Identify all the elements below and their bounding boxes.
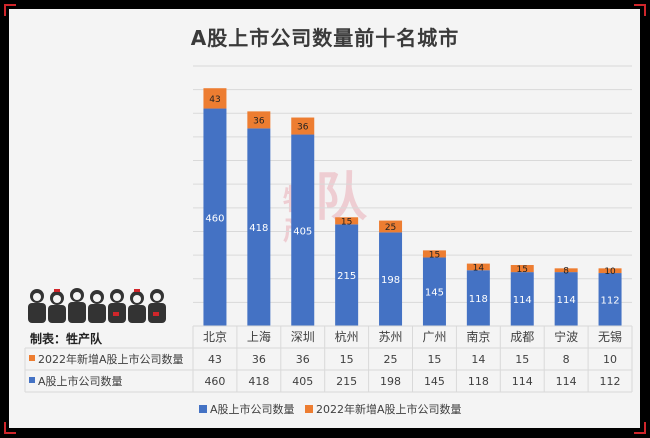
team-illustration — [25, 286, 175, 324]
data-label: 418 — [249, 223, 268, 234]
table-cell: 36 — [252, 353, 266, 366]
corner-mark — [634, 4, 646, 16]
category-label: 北京 — [203, 330, 227, 344]
corner-mark — [4, 422, 16, 434]
bar-segment-listed — [554, 272, 578, 326]
bar-segment-new — [510, 265, 534, 273]
bar-segment-listed — [598, 273, 622, 326]
data-label: 405 — [293, 226, 312, 237]
category-label: 宁波 — [554, 329, 578, 344]
data-label: 198 — [381, 275, 400, 286]
data-label: 10 — [604, 267, 616, 277]
legend-swatch — [199, 405, 207, 413]
data-label: 15 — [517, 265, 528, 275]
category-label: 上海 — [247, 329, 271, 344]
data-label: 145 — [425, 288, 444, 299]
table-cell: 418 — [248, 375, 269, 388]
bar-segment-new — [598, 268, 622, 274]
bar-segment-listed — [466, 270, 490, 326]
table-cell: 460 — [204, 375, 225, 388]
chart-title: A股上市公司数量前十名城市 — [190, 26, 460, 50]
data-label: 114 — [513, 295, 532, 306]
legend-swatch — [305, 405, 313, 413]
bar-segment-listed — [203, 108, 227, 326]
table-row-label: A股上市公司数量 — [38, 374, 123, 388]
bar-segment-new — [422, 250, 446, 258]
category-label: 成都 — [510, 330, 534, 344]
category-label: 南京 — [466, 329, 490, 344]
data-label: 14 — [473, 263, 485, 273]
corner-mark — [4, 4, 16, 16]
table-cell: 10 — [603, 353, 617, 366]
data-label: 15 — [341, 217, 352, 227]
bar-segment-listed — [422, 257, 446, 326]
table-cell: 15 — [340, 353, 354, 366]
bar-segment-new — [291, 117, 315, 135]
data-label: 36 — [297, 123, 309, 133]
table-cell: 114 — [512, 375, 533, 388]
table-cell: 14 — [471, 353, 485, 366]
table-cell: 145 — [424, 375, 445, 388]
data-label: 118 — [469, 294, 488, 305]
legend-key — [29, 355, 35, 361]
table-cell: 43 — [208, 353, 222, 366]
data-label: 15 — [429, 250, 440, 260]
table-cell: 215 — [336, 375, 357, 388]
legend-key — [29, 377, 35, 383]
bar-segment-new — [466, 263, 490, 271]
table-row-label: 2022年新增A股上市公司数量 — [38, 352, 184, 366]
bar-segment-listed — [510, 272, 534, 326]
bar-segment-new — [335, 217, 359, 225]
data-label: 36 — [253, 116, 265, 126]
bar-segment-new — [379, 220, 403, 233]
table-cell: 114 — [556, 375, 577, 388]
category-label: 杭州 — [335, 329, 359, 344]
bar-segment-listed — [291, 134, 315, 326]
bar-segment-new — [247, 111, 271, 129]
table-cell: 198 — [380, 375, 401, 388]
category-label: 无锡 — [598, 329, 622, 344]
data-label: 25 — [385, 223, 396, 233]
table-cell: 118 — [468, 375, 489, 388]
data-label: 112 — [601, 296, 620, 307]
legend-label: 2022年新增A股上市公司数量 — [316, 402, 462, 416]
data-label: 114 — [557, 295, 576, 306]
bar-segment-listed — [379, 232, 403, 326]
legend-label: A股上市公司数量 — [210, 402, 295, 416]
category-label: 深圳 — [291, 330, 315, 344]
corner-mark — [634, 422, 646, 434]
table-cell: 112 — [600, 375, 621, 388]
category-label: 苏州 — [379, 330, 403, 344]
table-cell: 15 — [427, 353, 441, 366]
table-cell: 8 — [563, 353, 570, 366]
category-label: 广州 — [422, 330, 446, 344]
table-cell: 25 — [384, 353, 398, 366]
data-label: 43 — [209, 95, 220, 105]
table-cell: 405 — [292, 375, 313, 388]
bar-segment-new — [554, 268, 578, 273]
source-credit: 制表：牲产队 — [30, 332, 103, 346]
data-label: 215 — [337, 271, 356, 282]
bar-segment-listed — [335, 224, 359, 326]
bar-segment-listed — [247, 128, 271, 326]
table-cell: 15 — [515, 353, 529, 366]
data-label: 460 — [205, 213, 224, 224]
data-label: 8 — [563, 267, 569, 277]
bar-segment-new — [203, 88, 227, 109]
table-cell: 36 — [296, 353, 310, 366]
